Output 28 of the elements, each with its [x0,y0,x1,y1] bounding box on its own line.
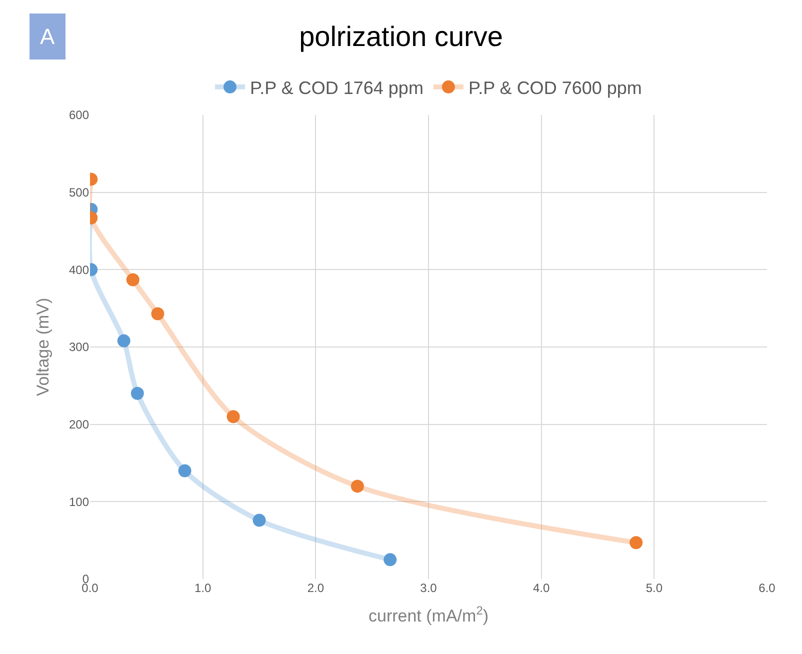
point [117,334,130,348]
y-tick-label: 600 [68,108,90,122]
point [130,386,144,400]
chart-title: polrization curve [299,20,503,52]
legend-label: P.P & COD 7600 ppm [468,78,642,98]
point [384,553,397,566]
y-tick-label: 500 [68,186,90,200]
x-tick-label: 4.0 [532,581,550,595]
x-tick-label: 2.0 [307,581,324,595]
y-tick-label: 300 [68,340,90,354]
point [252,514,266,527]
x-tick-label: 3.0 [420,581,438,595]
point [126,273,140,286]
point [178,464,192,478]
x-axis-title: current (mA/m$^{2}$) [368,603,488,626]
point [151,307,164,320]
point [226,410,240,424]
y-tick-label: 100 [68,494,90,509]
point [630,536,643,550]
x-tick-label: 6.0 [758,581,776,595]
point [350,480,364,493]
legend-label: P.P & COD 1764 ppm [250,78,424,98]
text: A [40,24,55,49]
x-tick-label: 5.0 [646,581,663,595]
y-axis-title: Voltage (mV) [34,298,53,396]
y-tick-label: 200 [68,418,90,432]
x-tick-label: 1.0 [194,581,212,595]
y-tick-label: 400 [68,262,90,277]
